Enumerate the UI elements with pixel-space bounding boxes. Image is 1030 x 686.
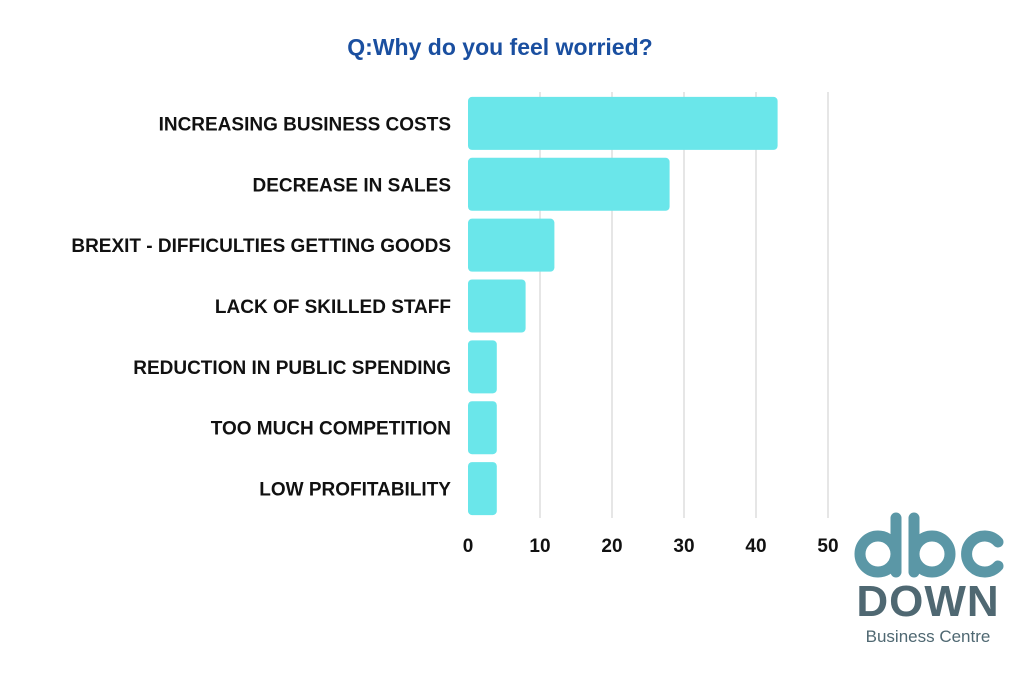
bar bbox=[468, 462, 497, 516]
category-label: DECREASE IN SALES bbox=[253, 175, 451, 196]
bar bbox=[468, 218, 555, 272]
logo-subtitle: Business Centre bbox=[865, 627, 991, 646]
dbc-logo-mark bbox=[854, 512, 1004, 578]
x-tick-labels: 0 10 20 30 40 50 bbox=[463, 536, 839, 557]
bar bbox=[468, 279, 526, 333]
category-label: REDUCTION IN PUBLIC SPENDING bbox=[133, 358, 451, 379]
bars bbox=[468, 96, 778, 516]
category-label: LACK OF SKILLED STAFF bbox=[215, 297, 451, 318]
x-tick-label: 30 bbox=[673, 536, 694, 557]
chart-title: Q:Why do you feel worried? bbox=[347, 34, 653, 60]
x-tick-label: 50 bbox=[817, 536, 838, 557]
dbc-logo: DOWN Business Centre bbox=[848, 512, 1018, 662]
bar bbox=[468, 340, 497, 394]
category-label: INCREASING BUSINESS COSTS bbox=[159, 114, 451, 135]
category-label: BREXIT - DIFFICULTIES GETTING GOODS bbox=[71, 236, 451, 257]
category-labels: INCREASING BUSINESS COSTS DECREASE IN SAL… bbox=[71, 114, 451, 500]
grid-lines bbox=[539, 92, 829, 518]
category-label: TOO MUCH COMPETITION bbox=[211, 419, 451, 440]
x-tick-label: 10 bbox=[529, 536, 550, 557]
x-tick-label: 0 bbox=[463, 536, 474, 557]
category-label: LOW PROFITABILITY bbox=[259, 480, 451, 501]
x-tick-label: 40 bbox=[745, 536, 766, 557]
bar bbox=[468, 157, 670, 211]
x-tick-label: 20 bbox=[601, 536, 622, 557]
bar bbox=[468, 401, 497, 455]
bar bbox=[468, 96, 778, 150]
logo-name: DOWN bbox=[856, 577, 1000, 626]
